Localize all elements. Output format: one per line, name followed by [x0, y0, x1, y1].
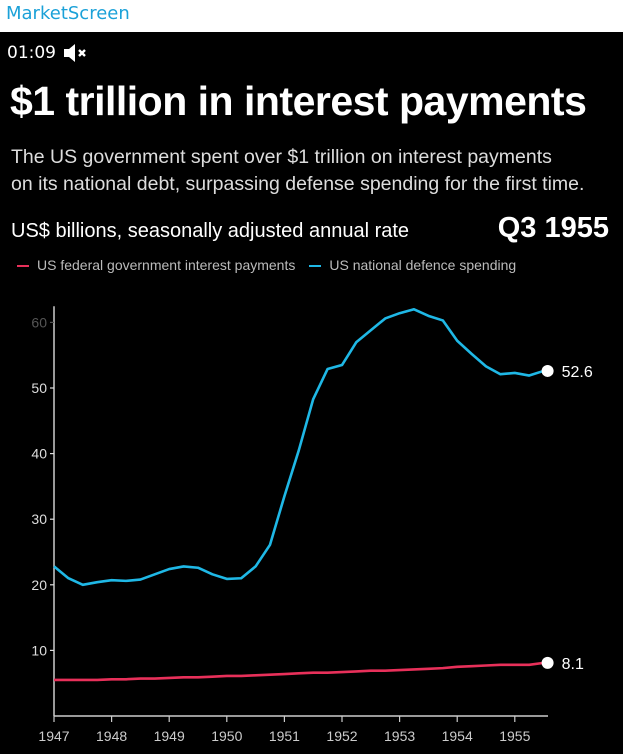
- x-tick-label: 1954: [442, 728, 473, 744]
- x-tick-label: 1955: [499, 728, 530, 744]
- legend-label: US national defence spending: [329, 257, 517, 273]
- legend-item-interest: US federal government interest payments: [17, 257, 295, 273]
- end-point-marker: [541, 364, 554, 377]
- x-tick-label: 1953: [384, 728, 415, 744]
- end-point-marker: [541, 656, 554, 669]
- speaker-muted-icon[interactable]: [63, 43, 89, 63]
- x-tick-label: 1950: [211, 728, 242, 744]
- y-tick-label: 20: [31, 577, 47, 593]
- x-tick-label: 1951: [269, 728, 300, 744]
- y-tick-label: 60: [31, 314, 47, 330]
- subtitle-line: The US government spent over $1 trillion…: [11, 146, 552, 168]
- x-tick-label: 1952: [326, 728, 357, 744]
- end-value-label: 52.6: [562, 364, 593, 381]
- legend-swatch: [17, 265, 29, 268]
- y-tick-label: 50: [31, 380, 47, 396]
- legend-label: US federal government interest payments: [37, 257, 296, 273]
- y-tick-label: 40: [31, 446, 47, 462]
- unit-label: US$ billions, seasonally adjusted annual…: [11, 220, 410, 242]
- period-label: Q3 1955: [497, 212, 609, 244]
- series-line-defence: [53, 307, 544, 587]
- x-tick-label: 1947: [38, 728, 69, 744]
- x-tick-label: 1949: [154, 728, 185, 744]
- brand-logo[interactable]: MarketScreen: [6, 3, 130, 24]
- app-header-bar: MarketScreen: [0, 0, 623, 32]
- legend-item-defence: US national defence spending: [309, 257, 516, 273]
- end-value-label: 8.1: [562, 656, 584, 673]
- subtitle-line: on its national debt, surpassing defense…: [11, 173, 585, 195]
- subtitle: The US government spent over $1 trillion…: [11, 144, 621, 198]
- video-timer: 01:09: [7, 43, 56, 63]
- series-line-interest: [54, 661, 544, 682]
- x-tick-label: 1948: [96, 728, 127, 744]
- page-title: $1 trillion in interest payments: [10, 78, 587, 124]
- y-tick-label: 30: [31, 511, 47, 527]
- legend: US federal government interest payments …: [17, 257, 516, 273]
- y-tick-label: 10: [31, 642, 47, 658]
- legend-swatch: [309, 265, 322, 268]
